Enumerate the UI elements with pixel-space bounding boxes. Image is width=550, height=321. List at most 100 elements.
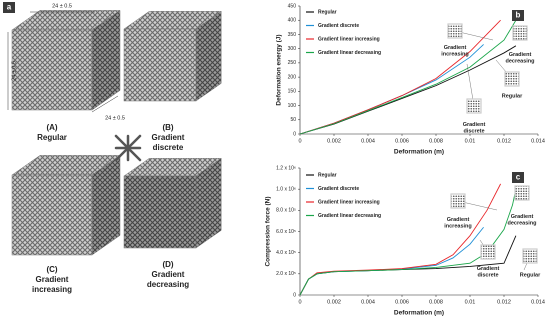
dim-line [91,95,119,113]
x-tick-label: 0.008 [429,299,443,305]
legend-label: Gradient discrete [318,23,359,29]
y-axis-label: Deformation energy (J) [276,34,283,105]
y-tick-label: 0 [293,292,296,298]
series-line [299,45,517,135]
annotation-icon [512,25,528,41]
y-tick-label: 250 [288,60,297,66]
legend-label: Gradient discrete [318,186,359,192]
unit-cell-strut [114,134,142,162]
annotation-icon [514,185,530,201]
y-tick-label: 200 [288,74,297,80]
x-tick-label: 0.014 [531,138,545,144]
x-tick-label: 0.008 [429,138,443,144]
legend-label: Gradient linear increasing [318,199,380,205]
series-line [299,187,522,296]
x-tick-label: 0.006 [395,299,409,305]
sample-name: Gradient [152,133,185,142]
panel-label-box [512,10,524,21]
annotation: Gradient [447,217,470,223]
x-tick-label: 0.01 [465,299,476,305]
sample-name: Gradient [152,270,185,279]
x-tick-label: 0.012 [497,138,511,144]
annotation-icon [504,71,520,87]
series-line [299,226,484,296]
panel-label: c [516,173,521,182]
dimension: 24 ± 0.5 [11,61,17,81]
sample-name: Regular [37,133,67,142]
annotation: decreasing [507,221,536,227]
x-axis-label: Deformation (m) [394,149,444,156]
annotation-icon [480,244,496,260]
x-tick-label: 0.002 [327,299,341,305]
charts: 0 0.002 0.004 0.006 0.008 0.01 0.012 0.014 0 50 10… [265,3,545,316]
annotation-icon [522,248,538,264]
annotation: Gradient [509,52,532,58]
x-tick-label: 0.006 [395,138,409,144]
legend-label: Gradient linear decreasing [318,50,381,56]
annotation: Gradient [463,122,486,128]
lattice-front [11,174,93,256]
y-tick-label: 0 [293,131,296,137]
y-tick-label: 150 [288,89,297,95]
annotation-icon [466,98,482,114]
annotation: Gradient [511,214,534,220]
legend-label: Gradient linear increasing [318,36,380,42]
y-tick-label: 350 [288,32,297,38]
y-tick-label: 6.0 x 10⁵ [276,229,296,235]
annotation: Gradient [444,45,467,51]
annotation: increasing [441,52,469,58]
x-tick-label: 0 [298,299,301,305]
annotation: Gradient [477,266,500,272]
sample-id: (C) [46,265,57,274]
annotation-icon [447,23,463,39]
lattice-front [123,28,197,102]
y-tick-label: 1.2 x 10⁶ [276,165,296,171]
y-tick-label: 400 [288,18,297,24]
x-tick-label: 0.002 [327,138,341,144]
annotation: decreasing [505,59,534,65]
series-line [299,19,517,135]
x-tick-label: 0.004 [361,299,375,305]
panel-a: a 24 ± 0.524 ± 0.524 ± 0.5(A)Regular(B)Gr… [3,2,222,294]
sample-name: discrete [153,143,184,152]
sample-name: Gradient [36,275,69,284]
annotation: discrete [463,129,484,135]
annotation: discrete [477,273,498,279]
y-tick-label: 100 [288,103,297,109]
panel-label-box [3,2,15,13]
panel-label: a [7,3,12,12]
x-axis-label: Deformation (m) [394,310,444,317]
series-line [299,44,484,135]
dimension: 24 ± 0.5 [105,115,125,121]
sample-name: decreasing [147,280,189,289]
annotation: Regular [520,272,541,278]
legend-label: Gradient linear decreasing [318,213,381,219]
x-tick-label: 0 [298,138,301,144]
panel-label-box [512,172,524,183]
y-axis-label: Compression force (N) [265,196,272,266]
y-tick-label: 2.0 x 10⁵ [276,271,296,277]
x-tick-label: 0.012 [497,299,511,305]
sample-id: (D) [162,260,173,269]
legend-label: Regular [318,172,337,178]
x-tick-label: 0.004 [361,138,375,144]
annotation: Regular [502,93,523,99]
series-line [299,19,501,135]
sample-name: increasing [32,285,72,294]
annotation: increasing [444,224,472,230]
y-tick-label: 300 [288,46,297,52]
y-tick-label: 8.0 x 10⁵ [276,208,296,214]
panel-label: b [516,11,521,20]
annotation-icon [450,193,466,209]
x-tick-label: 0.01 [465,138,476,144]
sample-id: (A) [46,123,57,132]
dimension: 24 ± 0.5 [52,3,72,9]
y-tick-label: 4.0 x 10⁵ [276,250,296,256]
sample-id: (B) [162,123,173,132]
lattice-front [11,29,93,111]
series-line [299,183,502,296]
legend-label: Regular [318,9,337,15]
y-tick-label: 1.0 x 10⁶ [276,186,296,192]
y-tick-label: 450 [288,3,297,9]
